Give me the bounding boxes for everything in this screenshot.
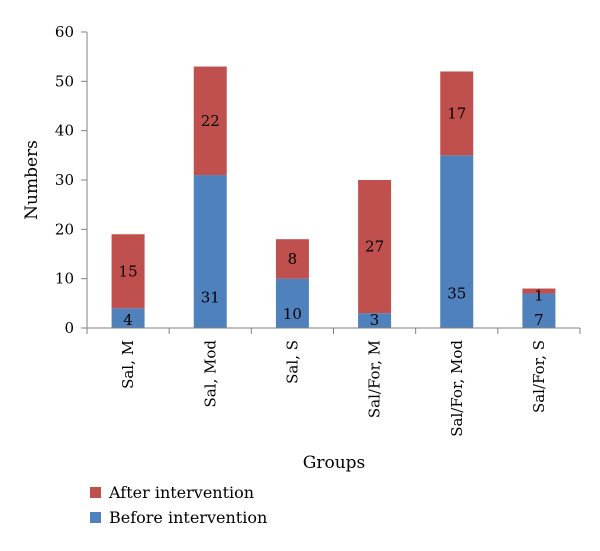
data-label: 22 xyxy=(201,112,220,130)
y-tick-label: 60 xyxy=(55,23,74,41)
x-tick-label: Sal, Mod xyxy=(201,340,219,408)
data-label: 3 xyxy=(370,311,380,329)
bar-before-intervention xyxy=(111,308,145,328)
y-ticks-layer: 0 10 20 30 40 50 60 xyxy=(55,23,87,337)
data-label: 1 xyxy=(534,287,544,305)
data-label: 27 xyxy=(365,238,384,256)
x-tick-label: Sal/For, S xyxy=(530,340,548,413)
axes-layer xyxy=(86,32,580,329)
bar-after-intervention xyxy=(275,239,309,279)
x-axis-title: Groups xyxy=(303,453,366,473)
x-ticks-layer: Sal, M Sal, Mod Sal, S Sal/For, M Sal/For, M… xyxy=(86,328,581,437)
data-label: 4 xyxy=(123,311,133,329)
bar-after-intervention xyxy=(358,180,392,314)
x-tick-label: Sal, S xyxy=(283,340,301,384)
legend-swatch xyxy=(90,512,101,523)
data-label: 31 xyxy=(201,288,220,306)
bar-before-intervention xyxy=(193,175,227,328)
data-label: 35 xyxy=(447,284,466,302)
bar-before-intervention xyxy=(522,293,556,328)
y-tick-label: 30 xyxy=(55,171,74,189)
bar-after-intervention xyxy=(522,288,556,294)
x-tick-label: Sal/For, Mod xyxy=(448,340,466,437)
data-label: 7 xyxy=(534,311,544,329)
legend: After intervention Before intervention xyxy=(90,483,267,527)
bar-after-intervention xyxy=(111,234,145,309)
bar-after-intervention xyxy=(440,71,474,156)
bars-layer xyxy=(111,66,556,328)
y-tick-label: 0 xyxy=(64,319,74,337)
legend-label: After intervention xyxy=(108,483,254,502)
legend-swatch xyxy=(90,487,101,498)
data-label: 17 xyxy=(447,104,466,122)
data-label: 8 xyxy=(288,250,298,268)
legend-label: Before intervention xyxy=(109,508,267,527)
x-tick-label: Sal, M xyxy=(119,340,137,389)
bar-after-intervention xyxy=(193,66,227,176)
x-tick-label: Sal/For, M xyxy=(366,340,384,418)
y-axis-title: Numbers xyxy=(22,140,42,220)
bar-before-intervention xyxy=(275,278,309,328)
y-tick-label: 10 xyxy=(55,270,74,288)
data-label: 10 xyxy=(283,305,302,323)
y-tick-label: 50 xyxy=(55,72,74,90)
y-tick-label: 40 xyxy=(55,122,74,140)
data-labels-layer: 4 15 31 22 10 8 3 27 35 17 7 1 xyxy=(119,104,544,329)
bar-before-intervention xyxy=(358,313,392,328)
y-tick-label: 20 xyxy=(55,220,74,238)
bar-before-intervention xyxy=(440,155,474,328)
data-label: 15 xyxy=(119,262,138,280)
